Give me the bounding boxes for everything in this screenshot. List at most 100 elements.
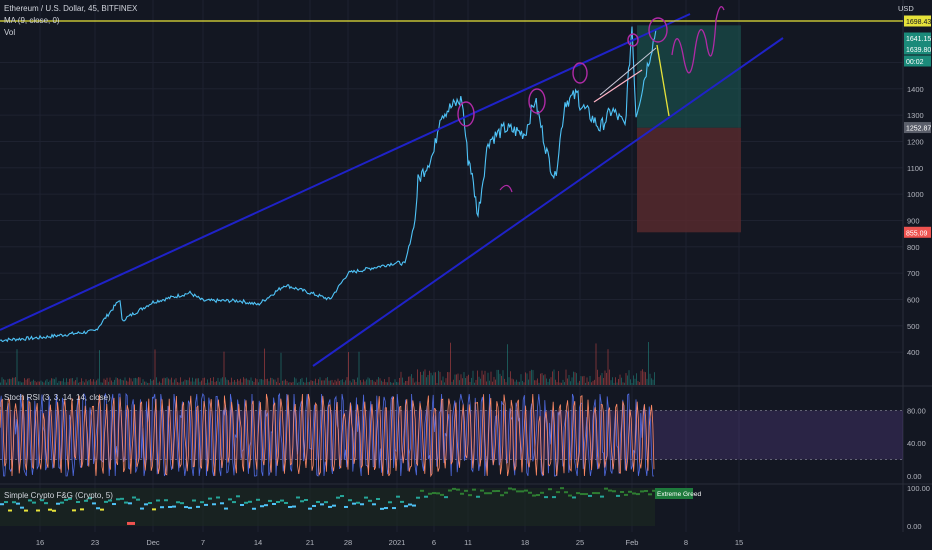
time-tick-label: 23 — [91, 538, 99, 547]
volume-bar — [423, 371, 424, 385]
volume-bar — [631, 382, 633, 385]
volume-bar — [216, 381, 217, 385]
volume-bar — [369, 378, 370, 385]
volume-bar — [309, 381, 310, 385]
volume-bar — [586, 377, 588, 385]
volume-bar — [178, 382, 180, 385]
volume-bar — [445, 378, 447, 385]
volume-bar — [360, 380, 361, 385]
volume-bar — [345, 380, 346, 385]
volume-bar — [258, 382, 259, 385]
volume-bar — [105, 379, 106, 385]
volume-bar — [187, 380, 189, 385]
volume-bar — [9, 378, 10, 385]
volume-bar — [123, 380, 124, 385]
volume-bar — [628, 370, 630, 385]
volume-bar — [447, 372, 448, 385]
volume-bar — [66, 378, 67, 385]
volume-bar — [232, 381, 234, 385]
volume-bar — [177, 382, 178, 385]
volume-bar — [72, 378, 73, 385]
volume-bar — [544, 374, 546, 385]
price-tag — [904, 122, 931, 134]
volume-bar — [654, 372, 655, 385]
volume-bar — [207, 379, 208, 385]
volume-bar — [43, 382, 45, 385]
extreme-greed-badge: Extreme Greed — [655, 488, 701, 499]
volume-bar — [346, 377, 348, 385]
volume-bar — [327, 377, 328, 385]
volume-bar — [496, 369, 498, 385]
volume-bar — [198, 378, 199, 385]
volume-bar — [489, 380, 490, 385]
price-tag-label: 1698.43 — [906, 19, 931, 26]
volume-bar — [546, 378, 547, 385]
volume-bar — [142, 379, 144, 385]
volume-bar — [571, 377, 573, 385]
volume-bar — [595, 343, 597, 385]
volume-bar — [357, 377, 358, 385]
volume-bar — [636, 373, 637, 385]
volume-bar — [250, 377, 252, 385]
fng-pane — [0, 487, 656, 526]
fng-background — [0, 488, 655, 526]
volume-bar — [124, 377, 126, 385]
volume-bar — [300, 379, 301, 385]
volume-bar — [67, 381, 69, 385]
volume-bar — [196, 378, 198, 385]
volume-bar — [528, 379, 529, 385]
volume-bar — [274, 379, 276, 385]
time-tick-label: 8 — [684, 538, 688, 547]
volume-bar — [402, 377, 403, 385]
volume-bar — [153, 379, 154, 385]
volume-bar — [337, 378, 339, 385]
volume-bar — [247, 379, 249, 385]
price-tag-label: 00:02 — [906, 59, 924, 66]
volume-bar — [79, 381, 81, 385]
volume-bar — [514, 381, 516, 385]
volume-bar — [28, 378, 30, 385]
volume-bar — [441, 380, 442, 385]
volume-bar — [4, 379, 6, 385]
volume-bar — [387, 382, 388, 385]
volume-bar — [513, 379, 514, 385]
volume-bar — [301, 377, 303, 385]
volume-bar — [310, 380, 312, 385]
volume-bar — [226, 379, 228, 385]
volume-bar — [483, 374, 484, 385]
volume-bar — [649, 373, 651, 385]
volume-bar — [532, 370, 534, 385]
volume-bar — [339, 381, 340, 385]
volume-bar — [381, 380, 382, 385]
volume-bar — [531, 369, 532, 385]
price-tick-label: 400 — [907, 348, 920, 357]
volume-bar — [10, 379, 12, 385]
volume-bar — [577, 382, 579, 385]
volume-bar — [84, 382, 85, 385]
volume-bar — [570, 381, 571, 385]
volume-bar — [574, 372, 576, 385]
position-zones — [637, 25, 741, 233]
volume-bar — [543, 375, 544, 385]
volume-bar — [87, 381, 88, 385]
volume-bar — [333, 382, 334, 385]
volume-bar — [36, 382, 37, 385]
price-tick-label: 1100 — [907, 164, 923, 173]
volume-bar — [403, 382, 405, 385]
volume-bar — [139, 377, 141, 385]
volume-bar — [171, 377, 172, 385]
fng-fear-marker — [127, 521, 135, 525]
volume-bar — [298, 381, 300, 385]
volume-bar — [363, 379, 364, 385]
time-tick-label: 21 — [306, 538, 314, 547]
volume-bar — [525, 372, 526, 385]
volume-bar — [175, 378, 177, 385]
volume-bar — [168, 378, 169, 385]
volume-bar — [16, 349, 18, 385]
volume-bar — [637, 380, 639, 385]
volume-bar — [604, 370, 606, 385]
volume-bar — [154, 349, 156, 385]
price-tag — [904, 43, 931, 55]
volume-bar — [456, 374, 457, 385]
